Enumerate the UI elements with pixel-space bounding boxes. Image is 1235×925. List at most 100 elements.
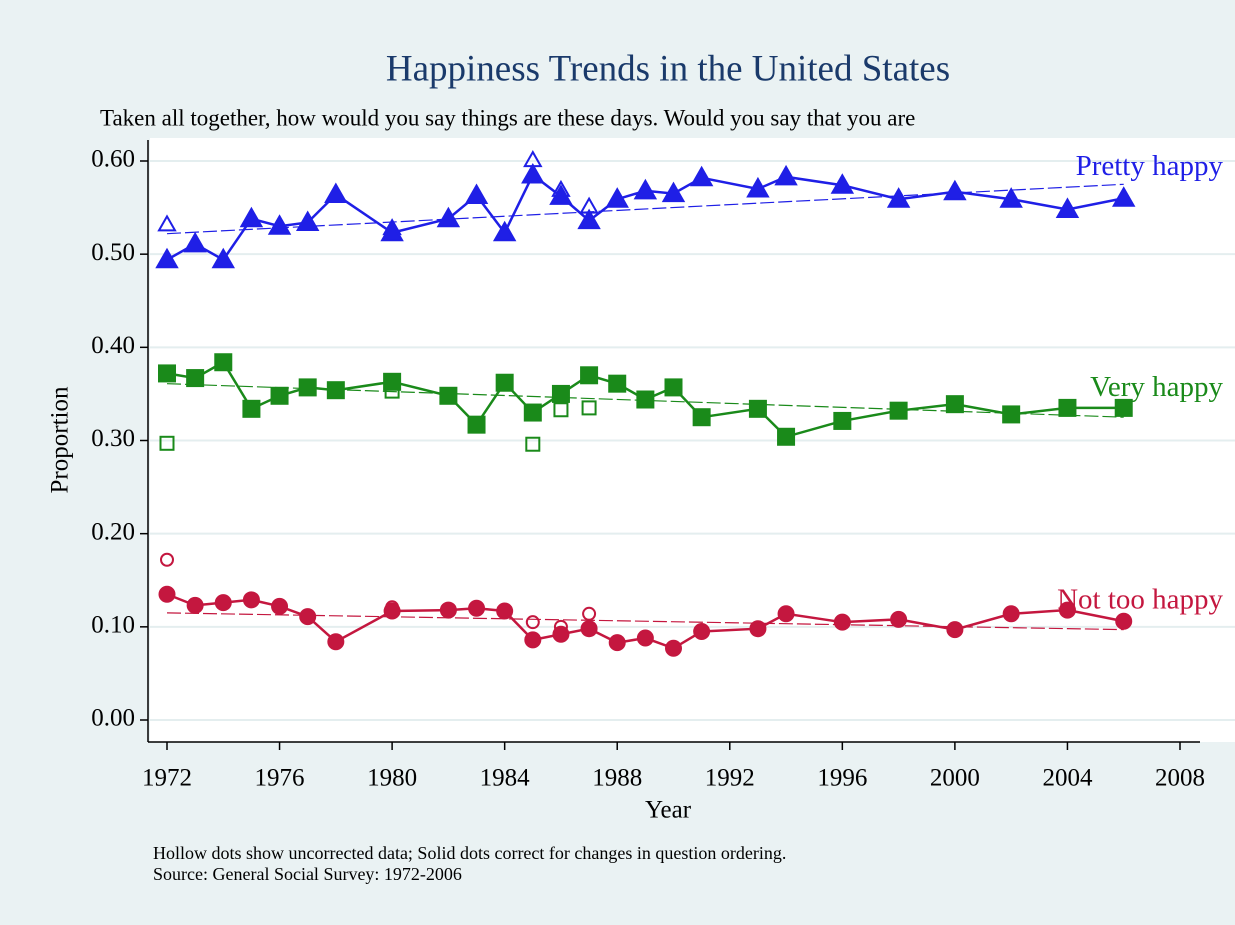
hollow-marker xyxy=(581,400,597,416)
marker xyxy=(183,231,207,253)
x-tick-label: 2000 xyxy=(930,765,980,792)
marker xyxy=(777,427,796,446)
hollow-marker xyxy=(159,435,175,451)
marker xyxy=(549,184,573,205)
x-tick-label: 1992 xyxy=(705,765,755,792)
marker xyxy=(748,399,767,418)
marker xyxy=(580,620,598,638)
series-label: Very happy xyxy=(1090,371,1223,403)
y-tick-label: 0.40 xyxy=(91,332,135,359)
marker xyxy=(777,605,795,623)
x-tick-label: 2008 xyxy=(1155,765,1205,792)
marker xyxy=(1115,612,1133,630)
marker xyxy=(439,601,457,619)
marker xyxy=(380,220,404,242)
marker xyxy=(774,164,798,186)
marker xyxy=(439,386,458,405)
marker xyxy=(1111,186,1136,207)
x-tick-label: 1996 xyxy=(817,765,867,792)
y-axis-label: Proportion xyxy=(47,386,74,493)
marker xyxy=(1002,405,1021,424)
marker xyxy=(1002,605,1020,623)
marker xyxy=(324,182,348,204)
marker xyxy=(580,366,599,385)
marker xyxy=(833,613,851,631)
x-tick-label: 1972 xyxy=(142,765,192,792)
marker xyxy=(833,411,852,430)
marker xyxy=(608,634,626,652)
marker xyxy=(211,247,236,269)
marker xyxy=(267,214,292,235)
y-tick-label: 0.10 xyxy=(91,612,135,639)
x-tick-label: 1984 xyxy=(480,765,531,792)
note: Hollow dots show uncorrected data; Solid… xyxy=(153,843,786,863)
x-tick-label: 2004 xyxy=(1042,765,1093,792)
y-tick-label: 0.50 xyxy=(91,239,135,266)
chart-title: Happiness Trends in the United States xyxy=(386,48,950,89)
marker xyxy=(383,602,401,620)
hollow-marker xyxy=(160,552,174,567)
hollow-marker xyxy=(553,402,569,418)
note: Source: General Social Survey: 1972-2006 xyxy=(153,864,462,884)
marker xyxy=(186,596,204,614)
marker xyxy=(496,602,514,620)
marker xyxy=(664,378,683,397)
x-tick-label: 1980 xyxy=(367,765,417,792)
marker xyxy=(693,622,711,640)
marker xyxy=(158,585,176,603)
marker xyxy=(1058,398,1077,417)
marker xyxy=(214,353,233,372)
marker xyxy=(295,210,320,231)
x-tick-label: 1976 xyxy=(255,765,305,792)
marker xyxy=(467,415,486,434)
chart-subtitle: Taken all together, how would you say th… xyxy=(100,105,915,130)
marker xyxy=(326,381,345,400)
hollow-marker xyxy=(157,214,177,232)
hollow-marker xyxy=(582,606,597,621)
marker xyxy=(158,364,176,383)
marker xyxy=(492,220,517,242)
marker xyxy=(521,162,545,184)
marker xyxy=(890,610,908,628)
marker xyxy=(242,399,261,418)
y-tick-label: 0.00 xyxy=(91,705,135,732)
marker xyxy=(661,181,686,203)
marker xyxy=(943,179,967,201)
series-label: Pretty happy xyxy=(1076,150,1224,182)
marker xyxy=(1058,601,1076,619)
marker xyxy=(636,390,655,409)
hollow-marker xyxy=(525,436,541,452)
marker xyxy=(155,247,179,269)
marker xyxy=(327,633,345,651)
marker xyxy=(689,165,714,187)
marker xyxy=(946,621,964,639)
marker xyxy=(886,187,911,208)
marker xyxy=(665,639,682,657)
marker xyxy=(436,206,461,228)
marker xyxy=(577,208,601,230)
marker xyxy=(271,597,289,615)
marker xyxy=(633,178,658,200)
marker xyxy=(298,378,317,397)
y-tick-label: 0.30 xyxy=(91,425,135,452)
marker xyxy=(999,187,1023,208)
marker xyxy=(214,594,232,612)
marker xyxy=(383,372,402,391)
marker xyxy=(889,401,908,420)
marker xyxy=(242,591,260,609)
marker xyxy=(746,176,770,198)
marker xyxy=(830,173,855,194)
marker xyxy=(468,599,486,617)
marker xyxy=(299,608,317,626)
y-tick-label: 0.20 xyxy=(91,518,135,545)
marker xyxy=(495,373,514,392)
marker xyxy=(186,369,205,388)
marker xyxy=(551,384,570,403)
x-axis-label: Year xyxy=(645,797,692,824)
marker xyxy=(692,408,711,427)
marker xyxy=(270,386,289,405)
marker xyxy=(1114,398,1133,417)
marker xyxy=(1055,197,1080,218)
series-label: Not too happy xyxy=(1057,583,1223,615)
